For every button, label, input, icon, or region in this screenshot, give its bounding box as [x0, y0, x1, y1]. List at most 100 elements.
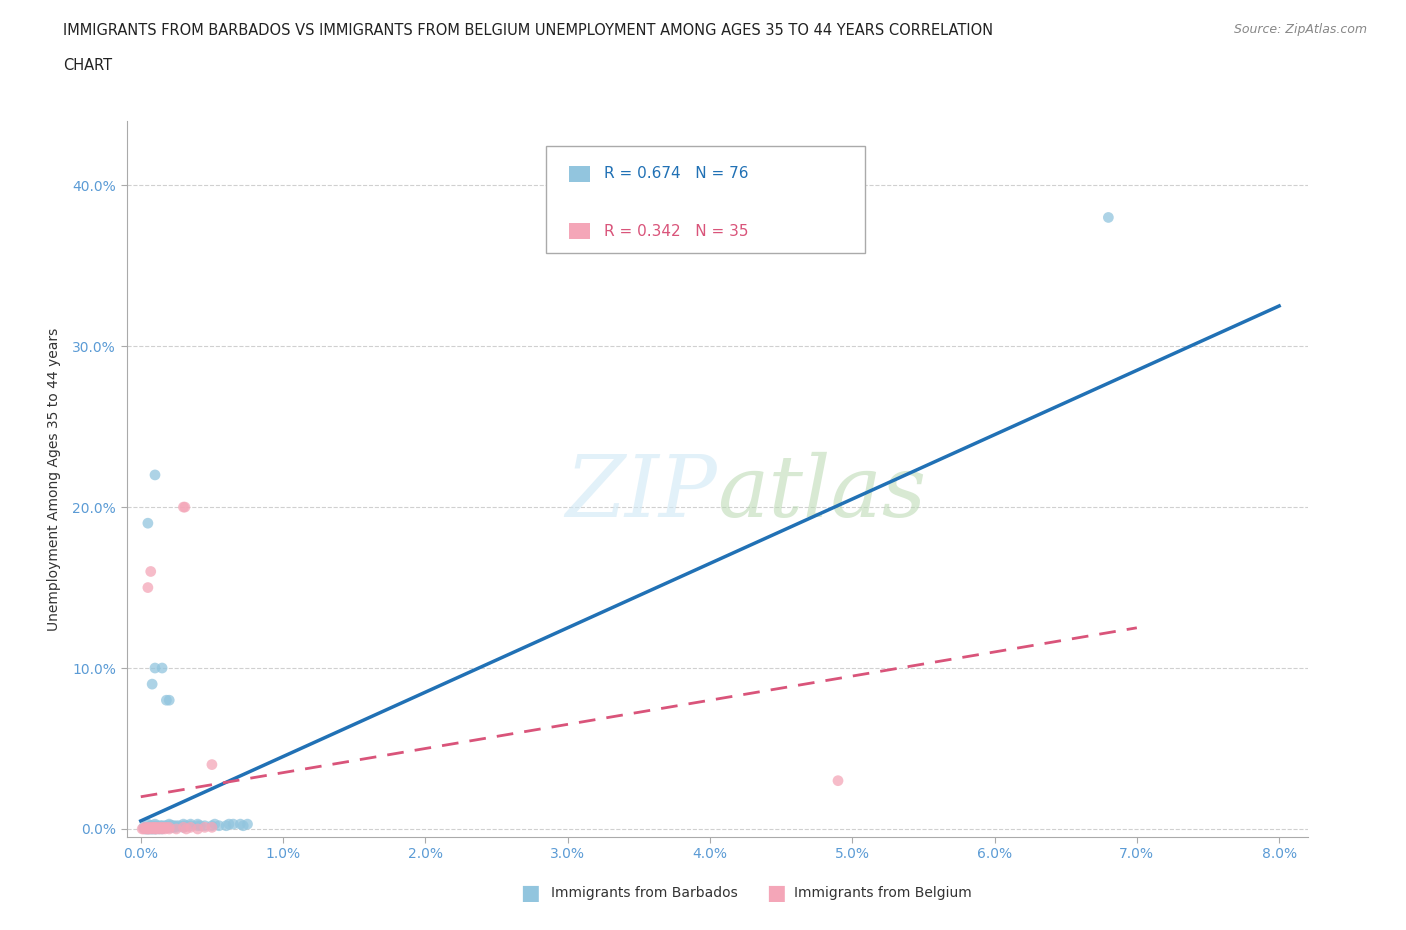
- Point: [139, 818, 162, 833]
- Point: [155, 818, 177, 833]
- Point: [176, 818, 198, 833]
- Point: [134, 820, 156, 835]
- Text: CHART: CHART: [63, 58, 112, 73]
- Point: [135, 821, 157, 836]
- Point: [143, 818, 166, 833]
- Point: [150, 818, 173, 833]
- FancyBboxPatch shape: [546, 146, 865, 253]
- Point: [145, 821, 167, 836]
- Point: [153, 818, 176, 833]
- Point: [136, 820, 159, 835]
- Point: [143, 820, 166, 835]
- Text: atlas: atlas: [717, 452, 927, 535]
- Point: [148, 820, 170, 835]
- Point: [143, 821, 166, 836]
- Point: [145, 820, 167, 835]
- Point: [152, 820, 174, 835]
- Point: [173, 499, 195, 514]
- Point: [146, 818, 169, 833]
- Point: [142, 820, 165, 835]
- Point: [141, 821, 163, 836]
- Point: [160, 820, 183, 835]
- Point: [190, 818, 212, 833]
- Point: [201, 757, 224, 772]
- Point: [152, 820, 174, 835]
- Point: [157, 820, 180, 835]
- Point: [229, 817, 252, 831]
- Point: [139, 820, 162, 835]
- Point: [176, 821, 198, 836]
- Point: [139, 820, 162, 835]
- Point: [139, 564, 162, 578]
- Point: [155, 820, 177, 835]
- Point: [204, 817, 226, 831]
- Point: [132, 821, 155, 836]
- Point: [180, 820, 202, 835]
- Point: [136, 821, 159, 836]
- Point: [143, 468, 166, 483]
- Point: [148, 821, 170, 836]
- Point: [150, 821, 173, 836]
- Point: [187, 817, 209, 831]
- Point: [141, 677, 163, 692]
- Point: [145, 821, 167, 836]
- Point: [143, 820, 166, 835]
- Point: [827, 773, 849, 788]
- Text: Source: ZipAtlas.com: Source: ZipAtlas.com: [1233, 23, 1367, 36]
- Point: [138, 821, 160, 836]
- Point: [157, 821, 180, 836]
- Point: [138, 820, 160, 835]
- FancyBboxPatch shape: [569, 166, 591, 181]
- Point: [201, 820, 224, 835]
- Point: [157, 818, 180, 833]
- Point: [155, 820, 177, 835]
- Point: [162, 820, 184, 835]
- Point: [134, 821, 156, 836]
- Point: [172, 499, 194, 514]
- Point: [160, 818, 183, 833]
- Point: [142, 821, 165, 836]
- Text: IMMIGRANTS FROM BARBADOS VS IMMIGRANTS FROM BELGIUM UNEMPLOYMENT AMONG AGES 35 T: IMMIGRANTS FROM BARBADOS VS IMMIGRANTS F…: [63, 23, 994, 38]
- Point: [149, 820, 172, 835]
- Point: [172, 820, 194, 835]
- Point: [172, 818, 194, 833]
- Point: [187, 818, 209, 833]
- Text: Immigrants from Belgium: Immigrants from Belgium: [794, 885, 972, 900]
- Point: [172, 817, 194, 831]
- Point: [180, 818, 202, 833]
- Point: [165, 821, 187, 836]
- Point: [136, 817, 159, 831]
- Point: [149, 818, 172, 833]
- Point: [165, 820, 187, 835]
- Point: [136, 821, 159, 836]
- Point: [138, 821, 160, 836]
- Point: [218, 817, 240, 831]
- Point: [157, 817, 180, 831]
- Point: [136, 516, 159, 531]
- Point: [232, 818, 254, 833]
- Y-axis label: Unemployment Among Ages 35 to 44 years: Unemployment Among Ages 35 to 44 years: [48, 327, 60, 631]
- Point: [162, 818, 184, 833]
- Point: [136, 820, 159, 835]
- Point: [155, 693, 177, 708]
- FancyBboxPatch shape: [569, 223, 591, 239]
- Point: [156, 820, 179, 835]
- Point: [136, 580, 159, 595]
- Point: [222, 817, 245, 831]
- Text: R = 0.674   N = 76: R = 0.674 N = 76: [605, 166, 749, 181]
- Point: [146, 820, 169, 835]
- Point: [194, 820, 217, 835]
- Point: [1097, 210, 1119, 225]
- Text: ■: ■: [520, 883, 540, 903]
- Point: [201, 818, 224, 833]
- Point: [194, 818, 217, 833]
- Text: ■: ■: [766, 883, 786, 903]
- Point: [150, 820, 173, 835]
- Point: [139, 821, 162, 836]
- Point: [167, 818, 190, 833]
- Point: [141, 818, 163, 833]
- Text: R = 0.342   N = 35: R = 0.342 N = 35: [605, 224, 749, 239]
- Point: [146, 820, 169, 835]
- Point: [143, 660, 166, 675]
- Point: [180, 817, 202, 831]
